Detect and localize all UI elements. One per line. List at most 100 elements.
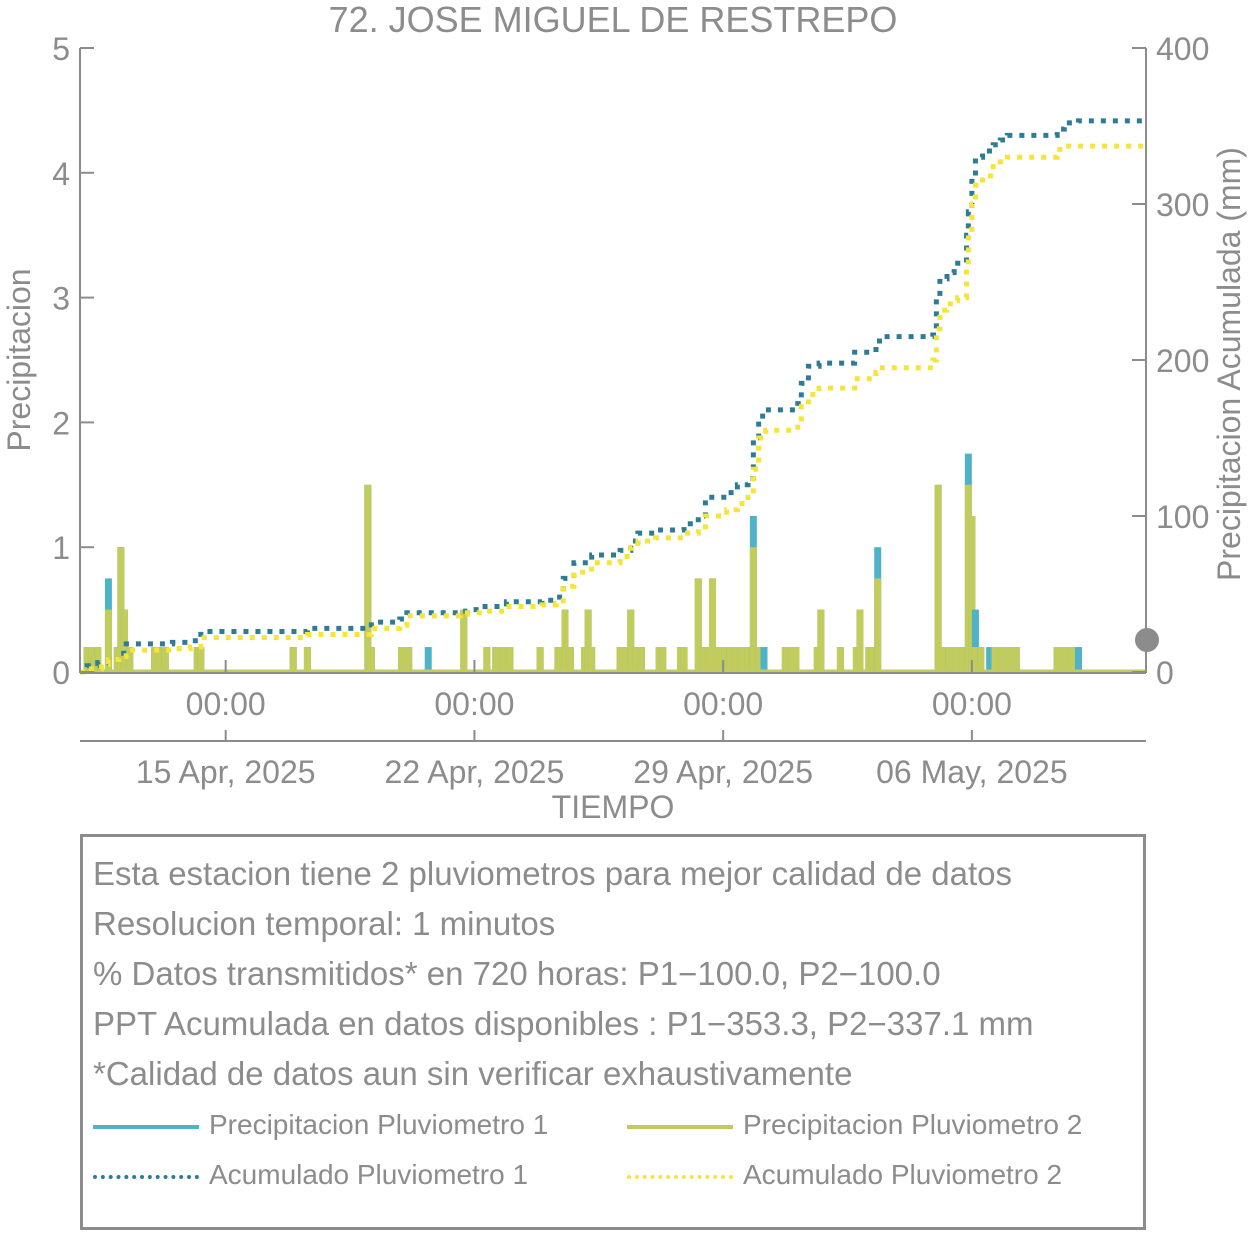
right-y-ticks: 0 100 200 300 400	[1132, 31, 1209, 691]
rain-chart: 72. JOSE MIGUEL DE RESTREPO 0 1 2 3 4 5 0 100 2…	[1, 0, 1247, 825]
bar-p2-18	[405, 647, 413, 672]
bar-p2-0	[83, 647, 91, 672]
x-date-label-0: 15 Apr, 2025	[136, 754, 316, 790]
bar-p1-53	[760, 647, 768, 672]
bar-p2-11	[193, 647, 201, 672]
bar-p2-63	[868, 647, 876, 672]
left-tick-label-5: 5	[52, 31, 70, 67]
bar-p2-61	[856, 609, 864, 672]
left-tick-label-4: 4	[52, 156, 70, 192]
bar-p2-32	[616, 647, 624, 672]
bar-p2-16	[367, 647, 375, 672]
bar-p2-5	[117, 547, 125, 672]
x-time-label-3: 00:00	[932, 686, 1012, 722]
bar-p2-57	[813, 647, 821, 672]
bar-p2-46	[721, 647, 729, 672]
bar-p2-13	[289, 647, 297, 672]
bar-p2-7	[126, 647, 134, 672]
x-time-label-2: 00:00	[683, 686, 763, 722]
bar-p2-29	[581, 647, 589, 672]
x-date-label-2: 29 Apr, 2025	[633, 754, 813, 790]
legend-swatch-p1	[93, 1125, 199, 1129]
bar-p2-24	[506, 647, 514, 672]
info-line-resolution: Resolucion temporal: 1 minutos	[93, 905, 556, 942]
bar-p2-50	[744, 647, 752, 672]
bar-p2-33	[621, 647, 629, 672]
x-time-label-0: 00:00	[186, 686, 266, 722]
right-tick-label-4: 400	[1156, 31, 1209, 67]
bar-p2-39	[677, 647, 685, 672]
x-axis-label: TIEMPO	[552, 789, 675, 825]
bar-p2-6	[120, 609, 128, 672]
bar-p2-34	[627, 609, 635, 672]
bar-p2-60	[852, 647, 860, 672]
bar-p1-74	[986, 647, 994, 672]
bar-p2-9	[156, 647, 164, 672]
bar-p2-75	[991, 647, 999, 672]
bar-p2-77	[1005, 647, 1013, 672]
info-panel: Esta estacion tiene 2 pluviometros para …	[80, 834, 1146, 1230]
legend-label-p2: Precipitacion Pluviometro 2	[743, 1109, 1083, 1140]
bar-p2-67	[945, 647, 953, 672]
legend-swatch-p2	[627, 1125, 733, 1129]
bar-p2-17	[398, 647, 406, 672]
bar-p1-82	[1074, 647, 1082, 672]
bar-p2-81	[1067, 647, 1075, 672]
legend-swatch-acc1	[93, 1175, 199, 1179]
legend-label-acc2: Acumulado Pluviometro 2	[743, 1159, 1063, 1190]
x-ticks: 00:00 15 Apr, 2025 00:00 22 Apr, 2025 00:00 2…	[136, 660, 1068, 790]
bar-p2-10	[161, 647, 169, 672]
bar-p2-2	[94, 647, 102, 672]
bar-p2-80	[1060, 647, 1068, 672]
bar-p2-44	[708, 578, 716, 672]
bar-p2-26	[554, 647, 562, 672]
bar-p2-47	[726, 647, 734, 672]
bar-p2-68	[952, 647, 960, 672]
bar-p2-42	[700, 647, 708, 672]
bar-p2-78	[1012, 647, 1020, 672]
x-date-label-3: 06 May, 2025	[876, 754, 1068, 790]
bar-p2-72	[971, 647, 979, 672]
right-tick-label-2: 200	[1156, 343, 1209, 379]
legend-label-p1: Precipitacion Pluviometro 1	[209, 1109, 549, 1140]
bar-p2-51	[749, 547, 757, 672]
right-tick-label-3: 300	[1156, 187, 1209, 223]
right-y-axis-label: Precipitacion Acumulada (mm)	[1211, 147, 1247, 581]
bar-p2-37	[655, 647, 663, 672]
bar-p1-72	[971, 609, 979, 672]
right-tick-label-0: 0	[1156, 655, 1174, 691]
x-time-label-1: 00:00	[434, 686, 514, 722]
bar-p2-12	[197, 647, 205, 672]
left-y-ticks: 0 1 2 3 4 5	[52, 31, 94, 691]
bar-p2-73	[977, 647, 985, 672]
left-tick-label-2: 2	[52, 405, 70, 441]
bar-p2-59	[836, 647, 844, 672]
info-line-transmitted: % Datos transmitidos* en 720 horas: P1−1…	[93, 955, 941, 992]
bar-p2-52	[755, 647, 763, 672]
bar-p2-21	[483, 647, 491, 672]
left-tick-label-0: 0	[52, 655, 70, 691]
bar-p2-45	[716, 647, 724, 672]
bar-p2-15	[364, 484, 372, 672]
accumulated-line-1	[80, 118, 1146, 675]
accumulated-line-2	[80, 143, 1146, 675]
bar-p2-27	[561, 609, 569, 672]
bar-p2-35	[632, 647, 640, 672]
info-line-accumulated: PPT Acumulada en datos disponibles : P1−…	[93, 1005, 1034, 1042]
bar-p2-23	[499, 647, 507, 672]
left-tick-label-1: 1	[52, 530, 70, 566]
accumulated-lines	[80, 118, 1146, 675]
bar-p2-49	[737, 647, 745, 672]
bar-p2-41	[694, 578, 702, 672]
bar-p2-76	[998, 647, 1006, 672]
bar-p2-58	[817, 609, 825, 672]
legend-swatch-acc2	[627, 1175, 733, 1179]
bar-p2-31	[588, 647, 596, 672]
bar-p2-48	[732, 647, 740, 672]
info-line-stations: Esta estacion tiene 2 pluviometros para …	[93, 855, 1013, 892]
bar-p2-56	[792, 647, 800, 672]
precipitation-bars	[80, 453, 1146, 673]
bar-p2-71	[968, 516, 976, 672]
bar-p2-25	[536, 647, 544, 672]
bar-p2-28	[566, 647, 574, 672]
